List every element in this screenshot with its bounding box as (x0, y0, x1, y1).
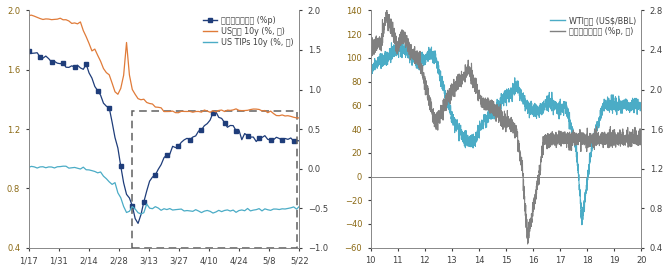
Bar (132, 111, 297, 248)
Legend: WTI유가 (US$/BBL), 기대물가상승률 (%p, 우): WTI유가 (US$/BBL), 기대물가상승률 (%p, 우) (549, 14, 637, 38)
Legend: 기대물가상승률 (%p), US국칄 10y (%, 우), US TIPs 10y (%, 우): 기대물가상승률 (%p), US국칄 10y (%, 우), US TIPs 1… (201, 14, 295, 49)
